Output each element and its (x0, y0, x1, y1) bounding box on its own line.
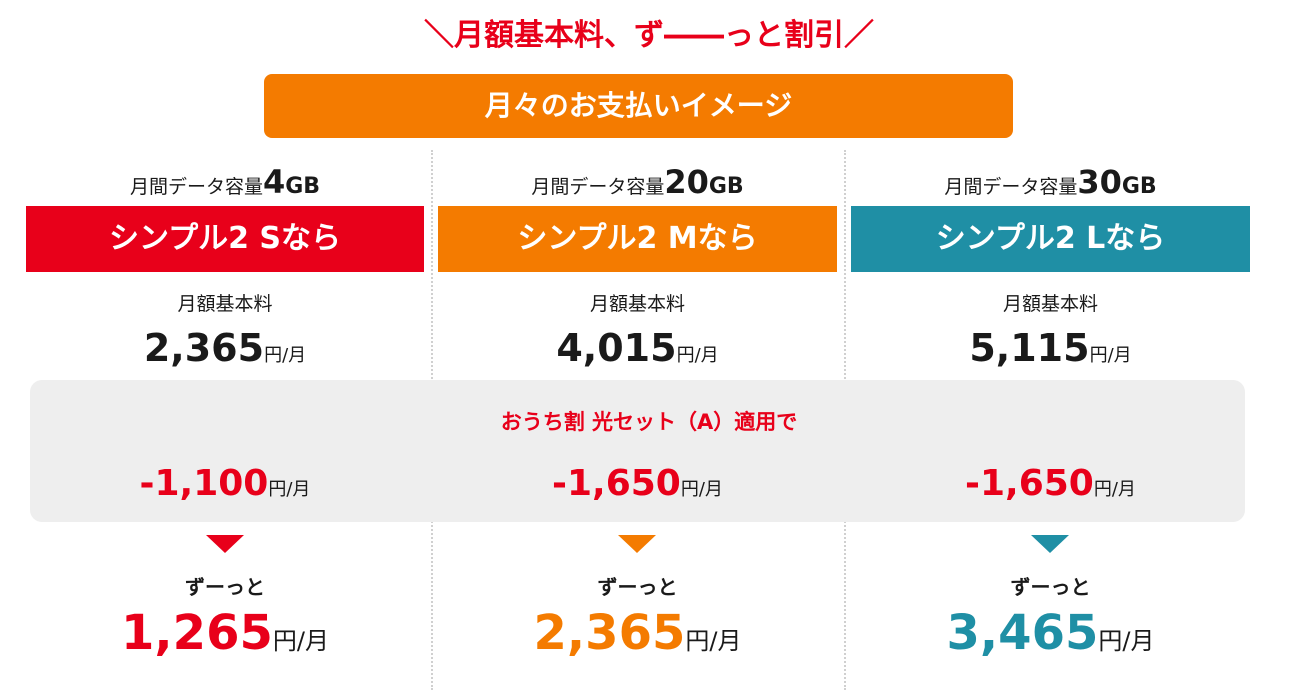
capacity-value: 20 (664, 163, 709, 201)
yen-unit: 円 (680, 479, 699, 500)
capacity-label: 月間データ容量 (944, 176, 1078, 198)
base-fee-label: 月額基本料 (177, 293, 273, 315)
per-month-unit: /月 (282, 345, 307, 366)
base-price: 4,015円/月 (438, 322, 837, 374)
data-capacity: 月間データ容量20GB (438, 162, 837, 202)
capacity-unit: GB (285, 174, 321, 199)
base-fee-label: 月額基本料 (589, 293, 685, 315)
yen-unit: 円 (272, 627, 297, 655)
capacity-unit: GB (708, 174, 744, 199)
final-price: 2,365円/月 (438, 600, 837, 666)
plan-name-banner: シンプル2 Sなら (26, 206, 424, 272)
payment-image-bar: 月々のお支払いイメージ (264, 74, 1013, 138)
plan-column-m: 月間データ容量20GB シンプル2 Mなら 月額基本料 4,015円/月 -1,… (438, 0, 837, 697)
plan-name-banner: シンプル2 Lなら (851, 206, 1250, 272)
per-month-unit: /月 (1111, 479, 1136, 500)
yen-unit: 円 (685, 627, 710, 655)
discount-value: -1,650 (552, 463, 681, 504)
per-month-unit: /月 (296, 627, 329, 655)
headline: ＼月額基本料、ず――っと割引／ (424, 18, 874, 53)
final-price-value: 3,465 (946, 605, 1099, 661)
per-month-unit: /月 (1107, 345, 1132, 366)
per-month-unit: /月 (709, 627, 742, 655)
discount-panel (30, 380, 1245, 522)
plan-column-s: 月間データ容量4GB シンプル2 Sなら 月額基本料 2,365円/月 -1,1… (26, 0, 424, 697)
final-price-value: 1,265 (121, 605, 273, 661)
yen-unit: 円 (264, 345, 283, 366)
base-fee-label: 月額基本料 (1002, 293, 1098, 315)
discount-value: -1,650 (965, 463, 1094, 504)
base-price-value: 5,115 (969, 326, 1090, 370)
discount-amount: -1,650円/月 (851, 458, 1250, 510)
capacity-label: 月間データ容量 (129, 176, 263, 198)
base-price-value: 4,015 (556, 326, 677, 370)
discount-amount: -1,100円/月 (26, 458, 424, 510)
base-price: 5,115円/月 (851, 322, 1250, 374)
per-month-unit: /月 (694, 345, 719, 366)
yen-unit: 円 (1089, 345, 1108, 366)
capacity-value: 4 (262, 163, 286, 201)
yen-unit: 円 (268, 479, 287, 500)
yen-unit: 円 (1093, 479, 1112, 500)
per-month-unit: /月 (1122, 627, 1155, 655)
forever-label: ずーっと (597, 575, 678, 599)
data-capacity: 月間データ容量4GB (26, 162, 424, 202)
yen-unit: 円 (1098, 627, 1123, 655)
base-price-value: 2,365 (143, 326, 265, 370)
final-price: 3,465円/月 (851, 600, 1250, 666)
forever-label: ずーっと (185, 575, 265, 599)
capacity-value: 30 (1077, 163, 1122, 201)
yen-unit: 円 (676, 345, 695, 366)
final-price-value: 2,365 (533, 605, 686, 661)
per-month-unit: /月 (698, 479, 723, 500)
arrow-down-icon (1031, 535, 1069, 553)
data-capacity: 月間データ容量30GB (851, 162, 1250, 202)
capacity-label: 月間データ容量 (531, 176, 665, 198)
final-price: 1,265円/月 (26, 600, 424, 666)
plan-column-l: 月間データ容量30GB シンプル2 Lなら 月額基本料 5,115円/月 -1,… (851, 0, 1250, 697)
capacity-unit: GB (1121, 174, 1157, 199)
forever-label: ずーっと (1010, 575, 1091, 599)
plan-name-banner: シンプル2 Mなら (438, 206, 837, 272)
discount-value: -1,100 (139, 463, 269, 504)
discount-amount: -1,650円/月 (438, 458, 837, 510)
arrow-down-icon (206, 535, 244, 553)
base-price: 2,365円/月 (26, 322, 424, 374)
discount-label: おうち割 光セット（A）適用で (500, 410, 798, 434)
per-month-unit: /月 (286, 479, 311, 500)
arrow-down-icon (618, 535, 656, 553)
